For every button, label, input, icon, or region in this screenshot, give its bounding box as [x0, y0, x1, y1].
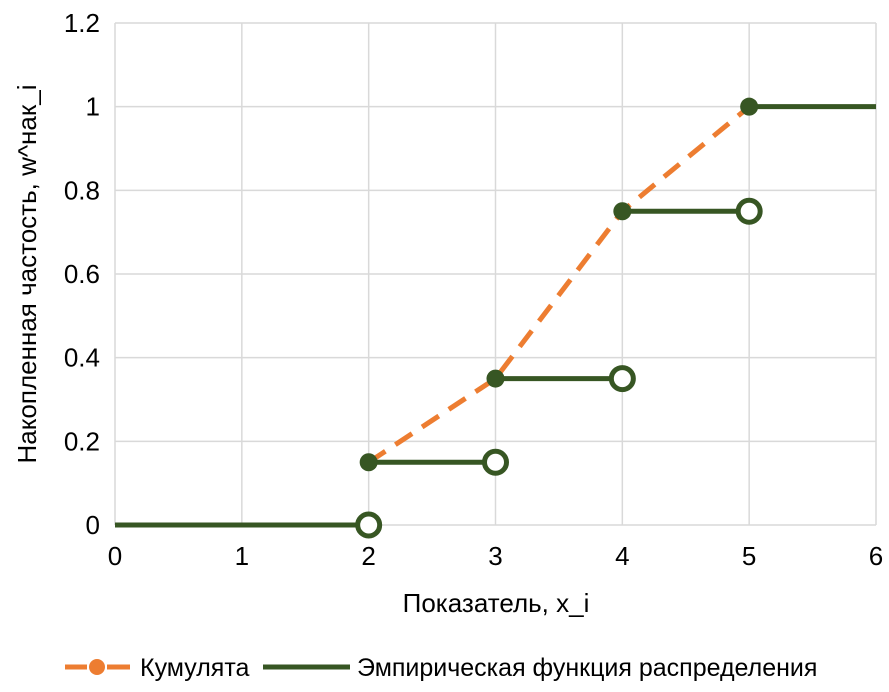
empirical-closed-point [486, 369, 505, 388]
cumulative-line [367, 104, 751, 465]
empirical-open-point [355, 511, 383, 539]
empirical-closed-point [740, 97, 759, 116]
x-axis-title: Показатель, x_i [403, 588, 590, 618]
empirical-open-point [482, 448, 509, 476]
y-tick-label: 0 [86, 510, 100, 540]
empirical-closed-point [613, 202, 632, 221]
y-tick-label: 0.6 [64, 259, 100, 289]
series-empirical [115, 97, 876, 539]
y-axis-title: Накопленная частость, w^нак_i [12, 85, 42, 464]
legend: Кумулята Эмпирическая функция распределе… [65, 654, 817, 682]
x-tick-label: 0 [108, 541, 122, 571]
y-tick-label: 1 [86, 92, 100, 122]
legend-item-empirical: Эмпирическая функция распределения [263, 654, 817, 682]
y-tick-labels: 0 0.2 0.4 0.6 0.8 1 1.2 [64, 8, 100, 540]
legend-label-cumulative: Кумулята [140, 654, 249, 682]
x-tick-label: 2 [361, 541, 375, 571]
legend-item-cumulative: Кумулята [65, 654, 249, 682]
legend-swatch-cumulative-marker [89, 659, 105, 675]
empirical-open-point [608, 365, 636, 393]
y-tick-label: 0.8 [64, 175, 100, 205]
y-tick-label: 1.2 [64, 8, 100, 38]
x-tick-labels: 0 1 2 3 4 5 6 [108, 541, 883, 571]
empirical-open-point [735, 197, 763, 225]
x-tick-label: 4 [615, 541, 629, 571]
x-tick-label: 1 [235, 541, 249, 571]
y-tick-label: 0.2 [64, 426, 100, 456]
x-tick-label: 6 [869, 541, 883, 571]
legend-label-empirical: Эмпирическая функция распределения [357, 654, 817, 682]
y-tick-label: 0.4 [64, 343, 100, 373]
x-tick-label: 3 [488, 541, 502, 571]
empirical-closed-point [359, 453, 378, 472]
x-tick-label: 5 [742, 541, 756, 571]
